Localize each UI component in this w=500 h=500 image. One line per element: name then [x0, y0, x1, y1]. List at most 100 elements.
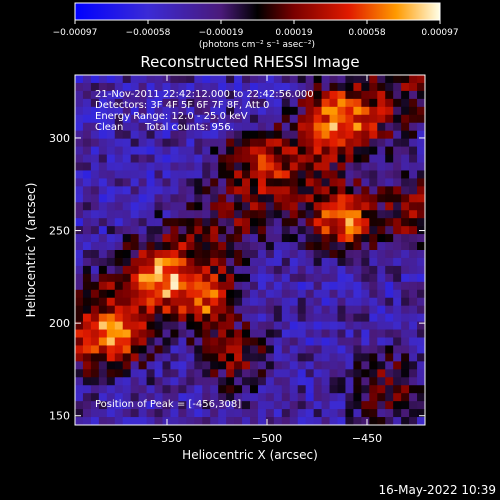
heatmap-cell — [122, 401, 132, 410]
heatmap-cell — [385, 345, 394, 354]
heatmap-cell — [98, 313, 108, 322]
heatmap-cell — [385, 90, 394, 100]
heatmap-cell — [305, 146, 315, 155]
heatmap-cell — [409, 90, 418, 100]
heatmap-cell — [265, 401, 275, 410]
heatmap-cell — [329, 250, 338, 259]
heatmap-cell — [202, 250, 211, 259]
heatmap-cell — [313, 186, 322, 195]
heatmap-cell — [329, 409, 338, 418]
heatmap-cell — [130, 210, 140, 219]
heatmap-cell — [337, 401, 346, 410]
heatmap-cell — [130, 226, 140, 235]
heatmap-cell — [130, 401, 140, 410]
heatmap-cell — [337, 265, 346, 275]
heatmap-cell — [377, 114, 386, 124]
heatmap-cell — [337, 329, 346, 338]
heatmap-cell — [409, 297, 418, 307]
heatmap-cell — [178, 146, 187, 155]
heatmap-cell — [353, 114, 362, 124]
annotations: 21-Nov-2011 22:42:12.000 to 22:42:56.000… — [95, 89, 314, 410]
heatmap-cell — [401, 75, 410, 84]
heatmap-cell — [305, 75, 315, 84]
heatmap-cell — [337, 313, 346, 322]
heatmap-cell — [218, 313, 227, 322]
heatmap-cell — [114, 250, 124, 259]
heatmap-cell — [313, 345, 322, 354]
heatmap-cell — [210, 138, 219, 147]
heatmap-cell — [345, 218, 354, 227]
heatmap-cell — [257, 337, 267, 346]
heatmap-cell — [321, 98, 330, 108]
heatmap-cell — [162, 242, 171, 251]
heatmap-cell — [417, 202, 426, 211]
heatmap-cell — [377, 194, 386, 203]
heatmap-cell — [82, 409, 92, 418]
heatmap-cell — [242, 377, 251, 386]
heatmap-cell — [297, 369, 307, 378]
heatmap-cell — [242, 106, 251, 116]
heatmap-cell — [385, 170, 394, 179]
heatmap-cell — [82, 401, 92, 410]
heatmap-cell — [146, 242, 155, 251]
heatmap-cell — [234, 106, 243, 116]
heatmap-cell — [313, 162, 322, 171]
heatmap-cell — [273, 297, 283, 307]
heatmap-cell — [146, 265, 155, 275]
heatmap-cell — [385, 281, 394, 291]
heatmap-cell — [289, 210, 299, 219]
heatmap-cell — [337, 353, 346, 362]
heatmap-cell — [210, 401, 219, 410]
heatmap-cell — [409, 170, 418, 179]
heatmap-cell — [297, 218, 307, 227]
heatmap-cell — [82, 130, 92, 140]
heatmap-cell — [114, 122, 124, 132]
heatmap-cell — [130, 186, 140, 195]
heatmap-cell — [337, 146, 346, 155]
heatmap-cell — [321, 82, 330, 92]
heatmap-cell — [321, 170, 330, 179]
heatmap-cell — [369, 186, 378, 195]
heatmap-cell — [218, 369, 227, 378]
heatmap-cell — [313, 90, 322, 100]
heatmap-cell — [122, 345, 132, 354]
heatmap-cell — [98, 178, 108, 187]
heatmap-cell — [90, 210, 100, 219]
heatmap-cell — [409, 138, 418, 147]
heatmap-cell — [186, 138, 195, 147]
heatmap-cell — [305, 122, 315, 132]
heatmap-cell — [250, 114, 259, 124]
heatmap-cell — [146, 170, 155, 179]
heatmap-cell — [385, 130, 394, 140]
heatmap-cell — [345, 186, 354, 195]
heatmap-cell — [122, 218, 132, 227]
heatmap-cell — [138, 138, 147, 147]
heatmap-cell — [257, 210, 267, 219]
heatmap-cell — [305, 265, 315, 275]
heatmap-cell — [393, 409, 402, 418]
heatmap-cell — [313, 305, 322, 315]
heatmap-cell — [114, 130, 124, 140]
heatmap-cell — [250, 234, 259, 243]
heatmap-cell — [257, 146, 267, 155]
heatmap-cell — [297, 353, 307, 362]
heatmap-cell — [250, 361, 259, 370]
heatmap-cell — [289, 377, 299, 386]
heatmap-cell — [178, 369, 187, 378]
heatmap-cell — [202, 234, 211, 243]
heatmap-cell — [369, 75, 378, 84]
heatmap-cell — [218, 106, 227, 116]
heatmap-cell — [162, 146, 171, 155]
heatmap-cell — [273, 82, 283, 92]
heatmap-cell — [361, 218, 370, 227]
heatmap-cell — [297, 289, 307, 299]
heatmap-cell — [297, 345, 307, 354]
heatmap-cell — [242, 146, 251, 155]
heatmap-cell — [289, 114, 299, 124]
heatmap-cell — [170, 194, 179, 203]
heatmap-cell — [345, 281, 354, 291]
heatmap-cell — [234, 210, 243, 219]
heatmap-cell — [305, 162, 315, 171]
heatmap-cell — [178, 194, 187, 203]
heatmap-cell — [154, 385, 163, 394]
